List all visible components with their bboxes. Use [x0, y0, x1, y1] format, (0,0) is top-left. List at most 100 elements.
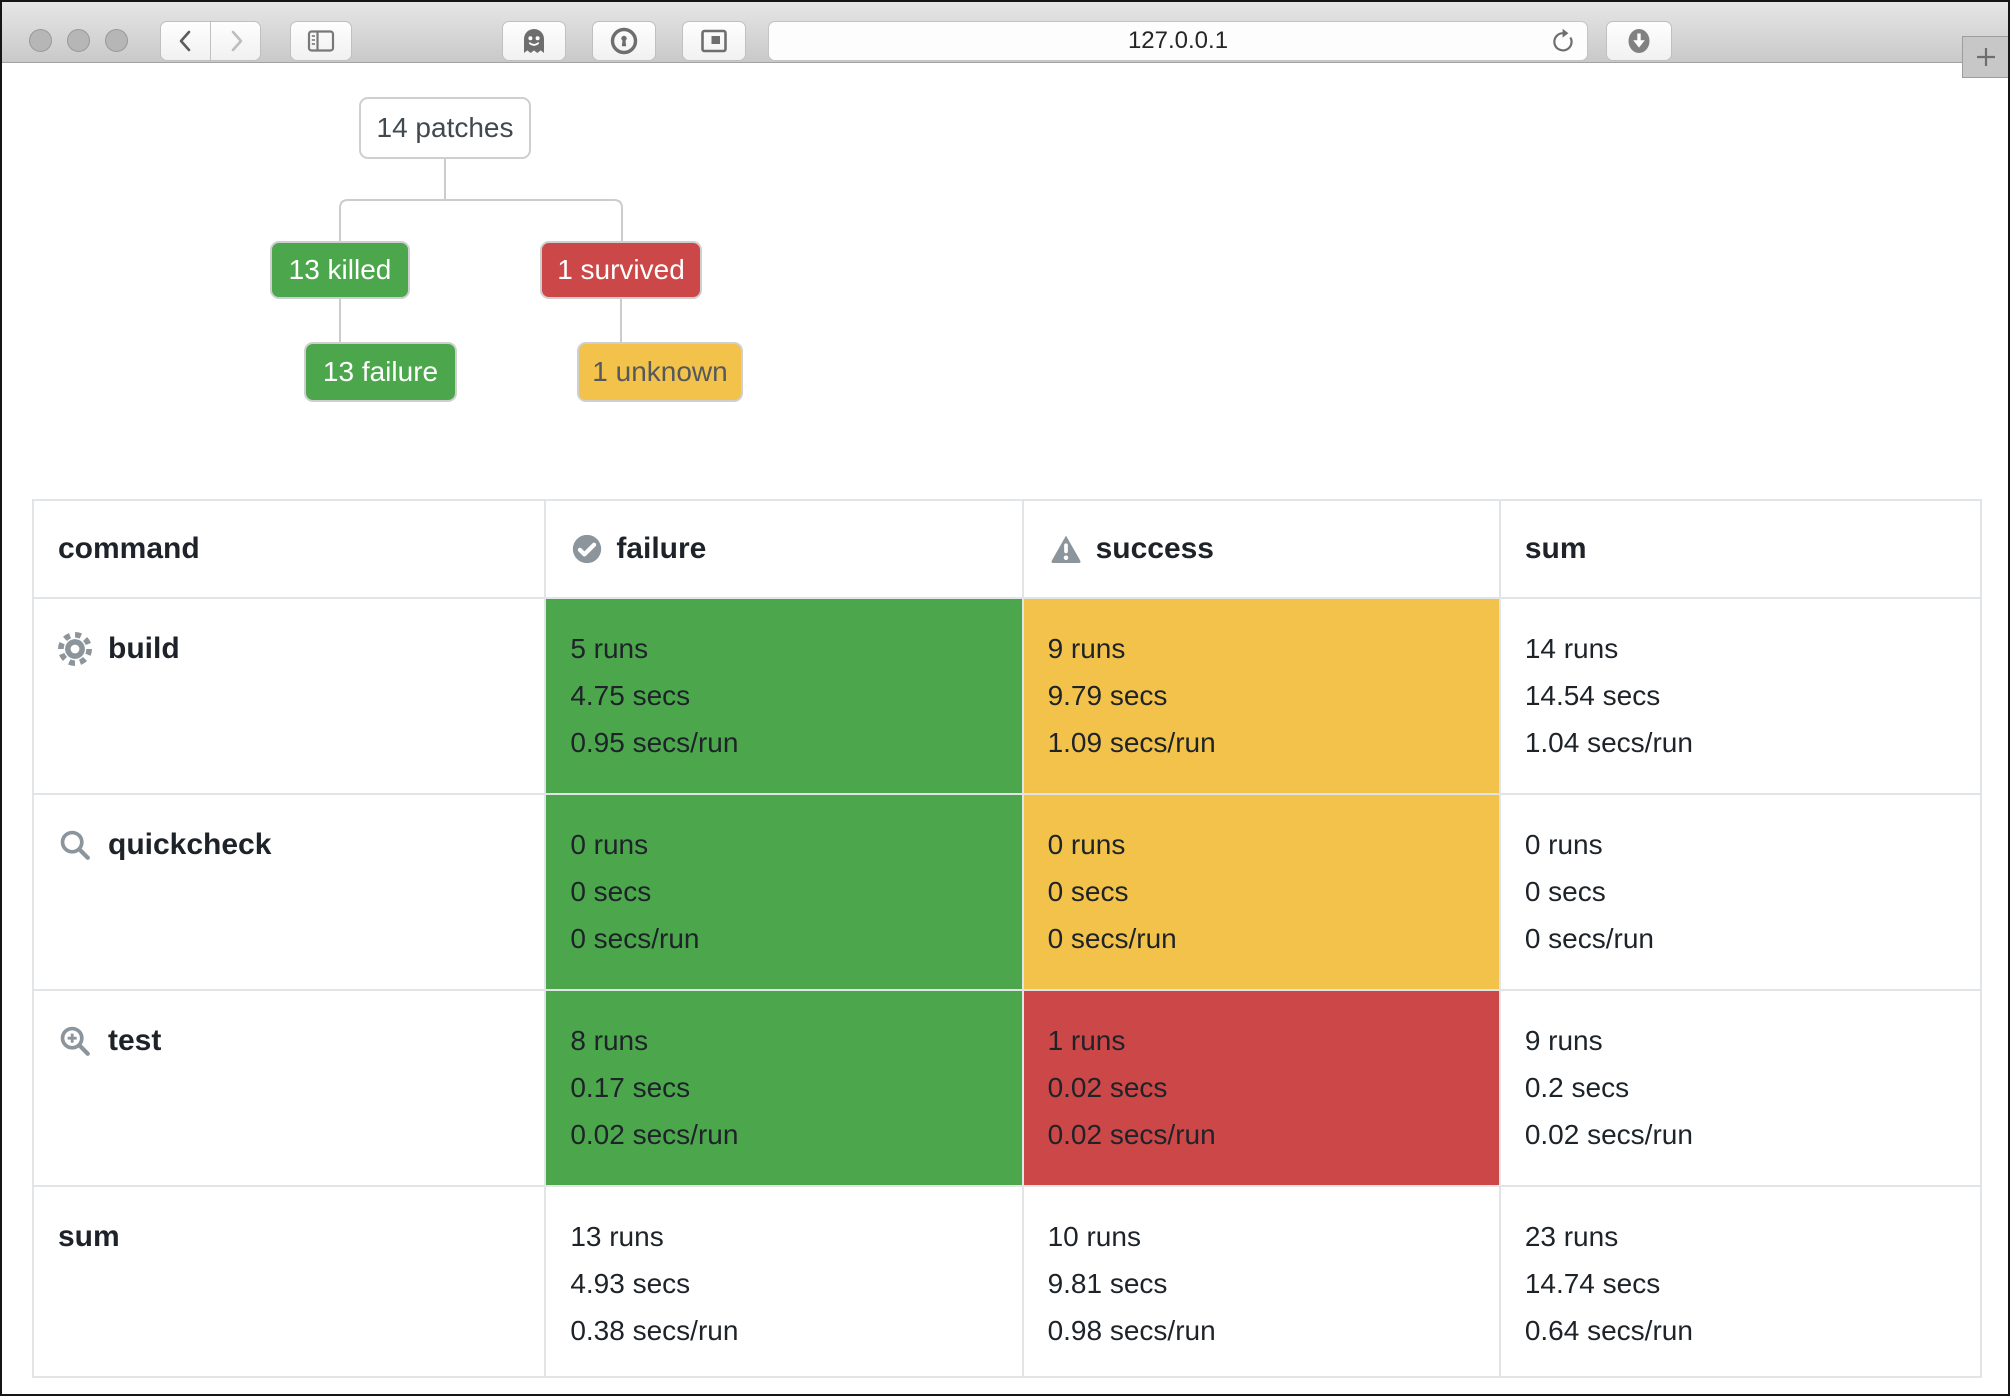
stat-runs: 1 runs — [1047, 1025, 1126, 1056]
tree-node-unknown: 1 unknown — [577, 342, 743, 402]
stat-secs-per-run: 0 secs/run — [1524, 923, 1654, 954]
cell-quickcheck-command: quickcheck — [31, 793, 547, 991]
cell-test-failure: 8 runs 0.17 secs 0.02 secs/run — [544, 989, 1024, 1187]
cell-build-command: build — [31, 597, 547, 795]
stat-secs-per-run: 0.95 secs/run — [570, 727, 739, 758]
frame-extension-button[interactable] — [682, 21, 746, 61]
table-header-row: command failure — [31, 499, 1983, 599]
table-row-test: test 8 runs 0.17 secs 0.02 secs/run 1 ru… — [31, 989, 1983, 1187]
stat-secs: 0 secs — [1524, 876, 1606, 907]
new-tab-button[interactable] — [1962, 36, 2008, 78]
cell-build-sum: 14 runs 14.54 secs 1.04 secs/run — [1498, 597, 1983, 795]
window-close-button[interactable] — [29, 29, 52, 52]
ghostery-extension-button[interactable] — [502, 21, 566, 61]
header-sum: sum — [1498, 499, 1983, 599]
header-failure: failure — [544, 499, 1024, 599]
stat-secs-per-run: 0.02 secs/run — [570, 1119, 739, 1150]
ghost-icon — [520, 26, 548, 56]
chevron-left-icon — [172, 27, 200, 55]
stat-runs: 0 runs — [570, 829, 649, 860]
stat-secs: 4.93 secs — [570, 1268, 691, 1299]
stat-runs: 23 runs — [1524, 1221, 1619, 1252]
tree-node-failure-label: 13 failure — [322, 356, 439, 387]
tree-connectors — [339, 159, 623, 342]
keyhole-circle-icon — [609, 26, 639, 56]
stat-secs-per-run: 1.09 secs/run — [1047, 727, 1216, 758]
sidebar-button[interactable] — [290, 21, 352, 61]
stat-secs: 9.81 secs — [1047, 1268, 1168, 1299]
stat-secs: 0.2 secs — [1524, 1072, 1630, 1103]
cell-sum-success: 10 runs 9.81 secs 0.98 secs/run — [1021, 1185, 1501, 1378]
window-minimize-button[interactable] — [67, 29, 90, 52]
cell-quickcheck-success: 0 runs 0 secs 0 secs/run — [1021, 793, 1501, 991]
command-label: build — [108, 632, 180, 665]
cell-sum-command: sum — [31, 1185, 547, 1378]
command-label: sum — [58, 1220, 120, 1253]
cell-build-success: 9 runs 9.79 secs 1.09 secs/run — [1021, 597, 1501, 795]
frame-square-icon — [699, 27, 729, 55]
cell-test-sum: 9 runs 0.2 secs 0.02 secs/run — [1498, 989, 1983, 1187]
chevron-right-icon — [222, 27, 250, 55]
downloads-button[interactable] — [1606, 21, 1672, 61]
stat-secs: 14.74 secs — [1524, 1268, 1661, 1299]
header-command-label: command — [58, 532, 200, 565]
stat-runs: 10 runs — [1047, 1221, 1141, 1252]
sidebar-icon — [306, 27, 336, 55]
table-row-quickcheck: quickcheck 0 runs 0 secs 0 secs/run 0 ru… — [31, 793, 1983, 991]
tree-node-patches-label: 14 patches — [376, 112, 514, 143]
stat-secs: 14.54 secs — [1524, 680, 1661, 711]
plus-icon — [1973, 44, 1999, 70]
cell-quickcheck-failure: 0 runs 0 secs 0 secs/run — [544, 793, 1024, 991]
tree-node-killed: 13 killed — [270, 241, 410, 299]
header-failure-label: failure — [616, 532, 707, 565]
stat-runs: 9 runs — [1047, 633, 1126, 664]
reload-icon[interactable] — [1547, 27, 1577, 57]
url-text: 127.0.0.1 — [1127, 27, 1229, 54]
tree-node-survived-label: 1 survived — [557, 254, 685, 285]
check-circle-icon — [570, 532, 604, 566]
onepassword-extension-button[interactable] — [592, 21, 656, 61]
forward-button[interactable] — [210, 21, 261, 61]
results-table: command failure — [31, 499, 1983, 1378]
stat-secs: 0 secs — [570, 876, 652, 907]
header-success: success — [1021, 499, 1501, 599]
zoom-in-icon — [58, 1024, 92, 1058]
stat-secs: 9.79 secs — [1047, 680, 1168, 711]
stat-secs-per-run: 0 secs/run — [1047, 923, 1177, 954]
stat-secs-per-run: 0.98 secs/run — [1047, 1315, 1216, 1346]
tree-node-unknown-label: 1 unknown — [592, 356, 728, 387]
address-bar[interactable]: 127.0.0.1 — [768, 21, 1588, 61]
stat-runs: 13 runs — [570, 1221, 664, 1252]
stat-runs: 0 runs — [1047, 829, 1126, 860]
cell-build-failure: 5 runs 4.75 secs 0.95 secs/run — [544, 597, 1024, 795]
cell-sum-sum: 23 runs 14.74 secs 0.64 secs/run — [1498, 1185, 1983, 1378]
tree-node-failure: 13 failure — [304, 342, 457, 402]
window-zoom-button[interactable] — [105, 29, 128, 52]
tree-node-survived: 1 survived — [540, 241, 702, 299]
stat-secs: 0.17 secs — [570, 1072, 691, 1103]
stat-secs-per-run: 0 secs/run — [570, 923, 700, 954]
magnifier-icon — [58, 828, 92, 862]
stat-secs: 4.75 secs — [570, 680, 691, 711]
cell-sum-failure: 13 runs 4.93 secs 0.38 secs/run — [544, 1185, 1024, 1378]
browser-toolbar: 127.0.0.1 — [2, 2, 2008, 63]
back-button[interactable] — [160, 21, 211, 61]
cell-test-success: 1 runs 0.02 secs 0.02 secs/run — [1021, 989, 1501, 1187]
stat-secs-per-run: 0.64 secs/run — [1524, 1315, 1693, 1346]
tree-node-killed-label: 13 killed — [288, 254, 392, 285]
download-icon — [1624, 25, 1654, 57]
stat-secs: 0.02 secs — [1047, 1072, 1168, 1103]
stat-runs: 5 runs — [570, 633, 649, 664]
command-label: test — [108, 1024, 162, 1057]
gear-icon — [58, 631, 92, 666]
stat-secs-per-run: 0.02 secs/run — [1047, 1119, 1216, 1150]
stat-secs-per-run: 0.38 secs/run — [570, 1315, 739, 1346]
header-success-label: success — [1095, 532, 1214, 565]
tree-node-patches: 14 patches — [359, 97, 531, 159]
stat-secs-per-run: 1.04 secs/run — [1524, 727, 1693, 758]
stat-runs: 14 runs — [1524, 633, 1619, 664]
header-command: command — [31, 499, 547, 599]
stat-secs: 0 secs — [1047, 876, 1129, 907]
stat-secs-per-run: 0.02 secs/run — [1524, 1119, 1693, 1150]
